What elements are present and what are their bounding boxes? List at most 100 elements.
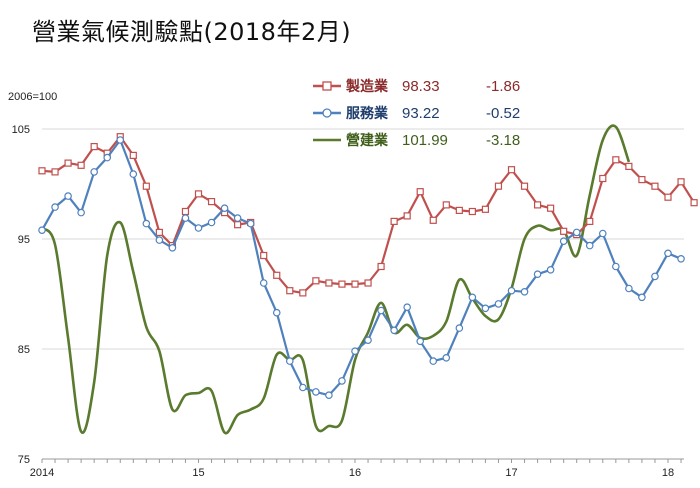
data-point xyxy=(377,262,385,271)
series-layer xyxy=(38,124,698,435)
legend-marker xyxy=(322,108,332,118)
series-0 xyxy=(38,133,698,297)
axes: 75 85 95 105 2014 15 16 17 18 xyxy=(12,124,684,479)
data-point xyxy=(677,178,685,186)
data-point xyxy=(181,207,190,216)
data-point xyxy=(207,218,216,227)
data-point xyxy=(155,236,164,244)
data-point xyxy=(207,198,216,206)
data-point xyxy=(507,286,516,295)
legend-entry-0: 製造業 98.33 -1.86 xyxy=(313,78,520,95)
data-point xyxy=(246,219,255,228)
data-point xyxy=(233,214,242,222)
legend-value: 93.22 xyxy=(402,105,440,122)
data-point xyxy=(194,190,203,198)
data-point xyxy=(429,216,437,224)
data-point xyxy=(338,377,346,385)
data-point xyxy=(429,357,438,365)
data-point xyxy=(651,272,659,281)
data-point xyxy=(312,277,320,285)
data-point xyxy=(168,244,177,252)
x-tick-label: 17 xyxy=(505,467,517,479)
data-point xyxy=(64,159,72,167)
data-point xyxy=(286,287,294,295)
data-point xyxy=(442,201,450,209)
legend-change: -3.18 xyxy=(486,132,520,149)
data-point xyxy=(494,182,503,190)
data-point xyxy=(194,224,203,232)
data-point xyxy=(533,270,542,279)
data-point xyxy=(77,208,85,217)
data-point xyxy=(90,168,98,176)
data-point xyxy=(547,204,555,212)
data-point xyxy=(560,227,568,235)
data-point xyxy=(651,182,659,190)
series-line xyxy=(40,124,631,435)
data-point xyxy=(546,265,555,274)
data-point xyxy=(572,228,581,237)
data-point xyxy=(142,219,151,228)
series-2 xyxy=(40,124,631,435)
legend-name: 服務業 xyxy=(346,105,389,122)
data-point xyxy=(416,337,425,346)
data-point xyxy=(325,391,333,400)
legend-value: 98.33 xyxy=(402,78,440,95)
data-point xyxy=(351,347,359,356)
data-point xyxy=(481,205,490,213)
data-point xyxy=(455,206,463,214)
data-point xyxy=(299,383,307,392)
legend-entry-2: 營建業 101.99 -3.18 xyxy=(313,132,520,149)
x-tick-label: 18 xyxy=(662,467,674,479)
data-point xyxy=(638,176,646,184)
data-point xyxy=(90,143,98,151)
legend-marker xyxy=(322,81,332,91)
data-point xyxy=(403,212,411,220)
data-point xyxy=(664,249,672,258)
data-point xyxy=(273,271,281,279)
data-point xyxy=(129,151,137,159)
y-tick-label: 85 xyxy=(18,344,30,356)
y-tick-label: 95 xyxy=(18,234,30,246)
data-point xyxy=(625,162,633,170)
legend-name: 營建業 xyxy=(346,132,389,149)
data-point xyxy=(64,192,72,200)
data-point xyxy=(364,336,372,345)
data-point xyxy=(259,279,268,287)
data-point xyxy=(586,217,594,225)
data-point xyxy=(533,201,542,209)
y-axis-label: 2006=100 xyxy=(8,91,57,103)
data-point xyxy=(390,326,398,335)
data-point xyxy=(520,287,529,296)
legend-change: -1.86 xyxy=(486,78,520,95)
x-tick-label: 16 xyxy=(349,467,361,479)
data-point xyxy=(325,279,333,287)
data-point xyxy=(481,304,490,313)
data-point xyxy=(38,226,46,235)
data-point xyxy=(220,204,229,213)
data-point xyxy=(129,170,138,178)
data-point xyxy=(612,156,620,164)
data-point xyxy=(51,203,59,211)
data-point xyxy=(285,357,294,365)
data-point xyxy=(638,293,646,302)
y-tick-label: 105 xyxy=(12,124,30,136)
data-point xyxy=(377,306,385,315)
data-point xyxy=(390,217,398,225)
data-point xyxy=(142,182,150,190)
series-line xyxy=(41,138,682,397)
legend-entry-1: 服務業 93.22 -0.52 xyxy=(313,105,520,122)
data-point xyxy=(585,241,594,250)
data-point xyxy=(468,207,476,216)
data-point xyxy=(155,228,163,236)
legend-name: 製造業 xyxy=(345,78,389,95)
data-point xyxy=(181,214,190,222)
chart-title: 營業氣候測驗點(2018年2月) xyxy=(32,18,352,46)
data-point xyxy=(442,353,451,362)
data-point xyxy=(468,293,477,302)
data-point xyxy=(625,284,633,293)
y-tick-label: 75 xyxy=(18,454,30,466)
x-tick-label: 2014 xyxy=(30,467,54,479)
data-point xyxy=(520,182,529,190)
data-point xyxy=(234,221,242,229)
